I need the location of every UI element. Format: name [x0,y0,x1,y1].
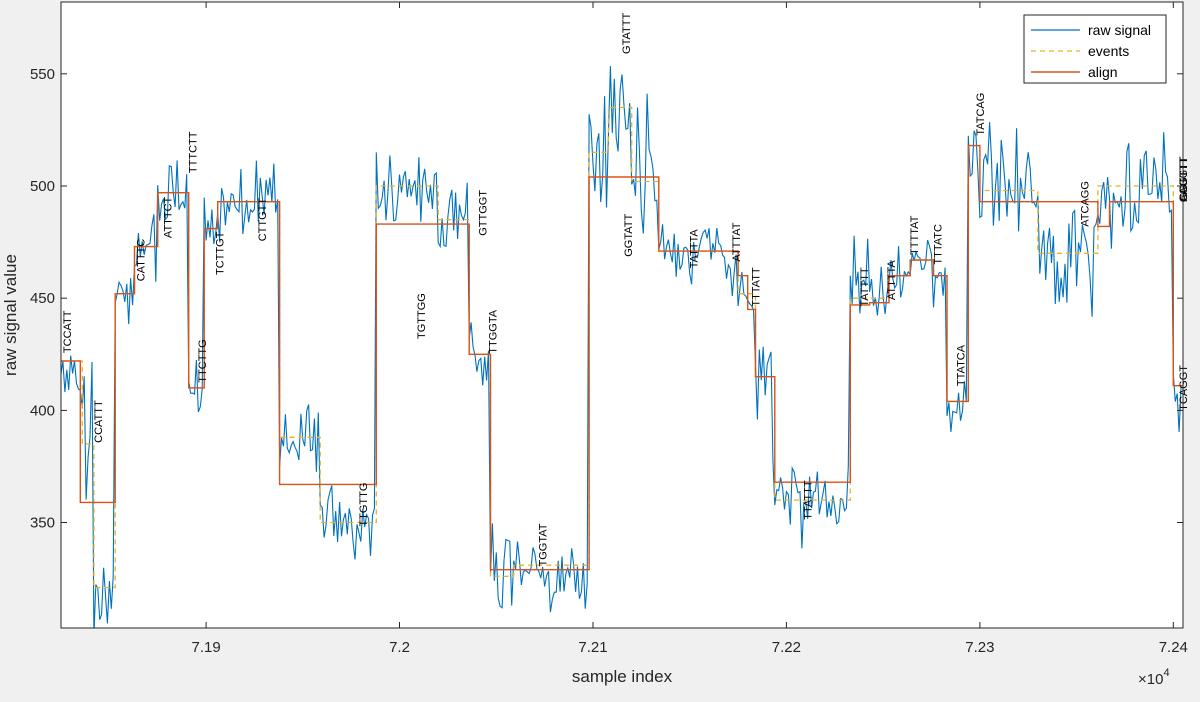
kmer-label: TGGTAT [538,523,550,566]
kmer-label: TCCATT [62,310,74,353]
x-tick-label: 7.21 [578,639,607,656]
x-tick-label: 7.22 [772,639,801,656]
kmer-label: CATTTC [135,239,147,282]
kmer-label: TCTTGT [215,231,227,275]
plot-area-frame [60,1,1184,629]
x-axis-exponent-power: 4 [1163,667,1169,679]
x-axis-exponent: ×104 [1138,667,1170,688]
series-layer [61,66,1183,628]
kmer-label: TTCTTG [197,339,209,382]
axis-ticks: 7.19 7.2 7.21 7.22 7.23 7.24 350 400 450 500 550 [30,2,1188,656]
kmer-label: ATTTAT [731,222,743,261]
kmer-label: TTATTT [803,480,815,520]
x-tick-label: 7.19 [191,639,220,656]
kmer-label: TATTTA [689,229,701,269]
kmer-label: TTTTAT [909,215,921,255]
legend: raw signal events align [1023,14,1167,84]
align-line [61,144,1183,571]
y-tick-label: 400 [30,402,55,419]
x-axis-exponent-base: ×10 [1138,671,1163,688]
kmer-label: TATCAG [975,93,987,136]
kmer-label: AGGTTT [1178,157,1190,202]
kmer-label: TTATCA [956,344,968,386]
kmer-label: TATTTT [859,267,871,307]
x-axis-label: sample index [572,667,673,686]
kmer-label: GTTGGT [478,190,490,236]
x-tick-label: 7.24 [1159,639,1188,656]
y-tick-label: 450 [30,290,55,307]
kmer-label: TTTATT [751,267,763,307]
kmer-label: ATTTCT [162,196,174,238]
kmer-label: GGTATT [623,214,635,257]
y-tick-label: 350 [30,515,55,532]
y-axis-label: raw signal value [1,254,20,376]
kmer-label: ATTTTA [886,260,898,301]
legend-label-align: align [1088,64,1118,80]
raw-signal-line [61,66,1182,628]
x-tick-label: 7.2 [389,639,410,656]
plot-area-background [61,2,1183,628]
kmer-label: TCAGGT [1178,365,1190,411]
kmer-label: GTATTT [621,13,633,54]
kmer-label: TGTTGG [416,293,428,339]
y-tick-label: 500 [30,178,55,195]
kmer-annotation-layer: TCCATT CCATTT CATTTC ATTTCT TTTCTT TTCTTG TCTT… [62,13,1190,567]
kmer-label: ATCAGG [1079,181,1091,227]
kmer-label: TTGGTA [487,309,499,353]
x-tick-label: 7.23 [965,639,994,656]
kmer-label: GGTTTT [1178,157,1190,201]
kmer-label: CCATTT [93,400,105,443]
legend-label-events: events [1088,43,1129,59]
kmer-label: TTTCTT [188,131,200,173]
y-tick-label: 550 [30,66,55,83]
legend-label-raw-signal: raw signal [1088,22,1151,38]
kmer-label: CTTGTT [257,198,269,242]
kmer-label: TTGTTG [358,483,370,527]
kmer-label: TTTATC [932,224,944,265]
kmer-label: CAGGTT [1178,156,1190,202]
